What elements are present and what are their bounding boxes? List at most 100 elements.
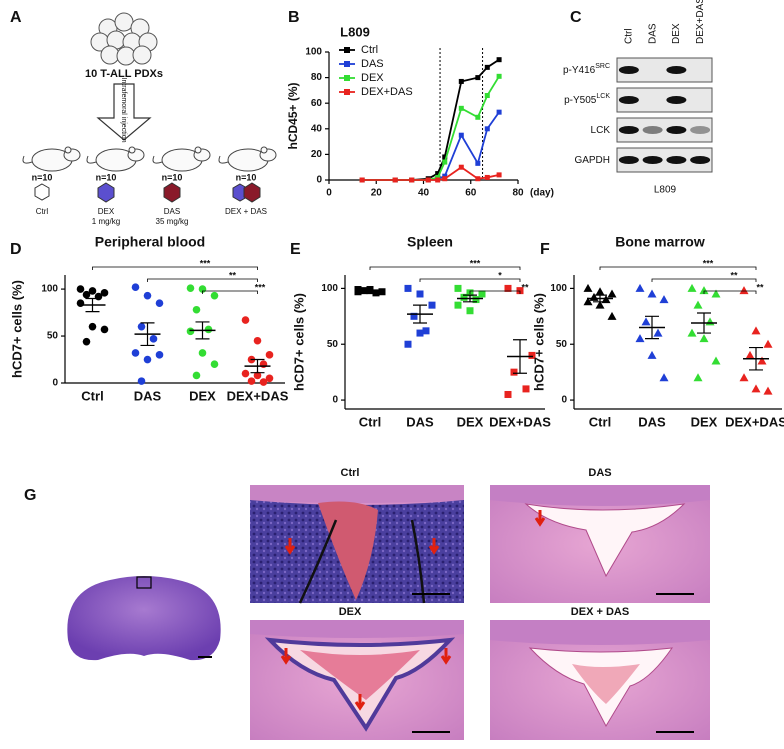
point	[442, 176, 448, 182]
point	[484, 64, 490, 70]
group-name: DAS	[164, 207, 180, 216]
group-n: n=10	[32, 172, 53, 182]
y-tick-label: 80	[311, 72, 323, 83]
point	[416, 329, 424, 337]
point	[466, 307, 474, 315]
row-label: GAPDH	[574, 155, 610, 166]
point	[693, 300, 703, 309]
group-dose: 1 mg/kg	[92, 217, 120, 226]
blot-band	[666, 156, 687, 164]
group-dose: 35 mg/kg	[156, 217, 189, 226]
point	[583, 283, 593, 292]
group-n: n=10	[236, 172, 257, 182]
y-tick-label: 100	[305, 47, 322, 58]
error-bar	[363, 290, 377, 294]
point	[149, 335, 158, 343]
point	[647, 350, 657, 359]
panel-label: F	[540, 241, 550, 258]
point	[705, 317, 715, 326]
x-tick-label: DEX	[691, 414, 718, 429]
y-tick-label: 100	[550, 283, 567, 294]
point	[442, 173, 448, 179]
point	[641, 317, 651, 326]
group-name: DEX + DAS	[225, 207, 267, 216]
lane-label: DAS	[647, 23, 658, 44]
point	[458, 164, 464, 170]
point	[659, 373, 669, 382]
error-bar	[140, 322, 155, 347]
significance-label: ***	[200, 258, 211, 268]
point	[745, 350, 755, 359]
point	[484, 126, 490, 132]
point	[687, 283, 697, 292]
error-bar	[697, 312, 711, 334]
error-bar	[463, 294, 477, 303]
point	[458, 78, 464, 84]
error-bar	[250, 358, 265, 374]
histology-label: DEX	[339, 606, 362, 618]
point	[751, 384, 761, 393]
y-tick-label: 0	[332, 395, 338, 406]
legend-marker	[344, 61, 350, 67]
panel-label: G	[24, 487, 36, 504]
row-label-main: p-Y416	[563, 65, 596, 76]
histology-dex-das	[490, 620, 710, 740]
significance-bracket	[599, 266, 757, 270]
point	[259, 360, 268, 369]
blot-band	[618, 66, 639, 74]
x-tick-label: DEX	[189, 388, 216, 403]
histology-label: DAS	[588, 467, 611, 479]
row-label: p-Y505LCK	[564, 93, 610, 106]
mice	[22, 146, 277, 172]
significance-bracket	[703, 290, 757, 294]
point	[76, 285, 85, 293]
significance-label: **	[229, 270, 237, 280]
point	[192, 371, 201, 380]
western-blot: Ctrl DAS DEX DEX+DASp-Y416SRCp-Y505LCKLCKGA…	[563, 0, 713, 196]
point	[204, 325, 213, 334]
point	[496, 73, 502, 79]
blot-band	[618, 156, 639, 164]
hexagon	[34, 183, 50, 201]
point	[198, 349, 207, 357]
point	[510, 368, 518, 376]
point	[186, 284, 195, 292]
error-bar	[513, 339, 527, 374]
panel-label: D	[10, 241, 22, 258]
point	[496, 57, 502, 63]
point	[522, 385, 530, 393]
point	[253, 336, 262, 345]
significance-label: **	[521, 282, 529, 292]
point	[496, 172, 502, 178]
chart-title: Spleen	[407, 234, 453, 250]
y-axis-label: hCD7+ cells (%)	[531, 293, 546, 391]
x-tick-label: Ctrl	[359, 414, 381, 429]
point	[739, 286, 749, 295]
error-bar	[413, 304, 427, 324]
point	[82, 290, 91, 299]
point	[484, 174, 490, 180]
arrow	[96, 83, 152, 141]
group-name: Ctrl	[36, 207, 49, 216]
point	[435, 171, 441, 177]
point	[131, 283, 140, 292]
point	[475, 75, 481, 81]
x-tick-label: 20	[371, 188, 383, 199]
histology-ctrl	[250, 485, 464, 604]
point	[595, 300, 605, 309]
group-n: n=10	[162, 172, 183, 182]
point	[186, 327, 195, 336]
pdx-label: 10 T-ALL PDXs	[85, 68, 163, 80]
significance-label: *	[498, 270, 502, 280]
point	[241, 316, 250, 324]
point	[496, 109, 502, 115]
point	[143, 355, 152, 364]
y-axis-label: hCD7+ cells (%)	[9, 280, 24, 378]
point	[454, 284, 462, 292]
point	[687, 328, 697, 337]
x-tick-label: 0	[326, 188, 332, 199]
injection-label: Intrafemoral injection	[120, 78, 127, 143]
point	[484, 93, 490, 99]
error-bar	[749, 346, 763, 371]
y-tick-label: 100	[41, 284, 58, 295]
